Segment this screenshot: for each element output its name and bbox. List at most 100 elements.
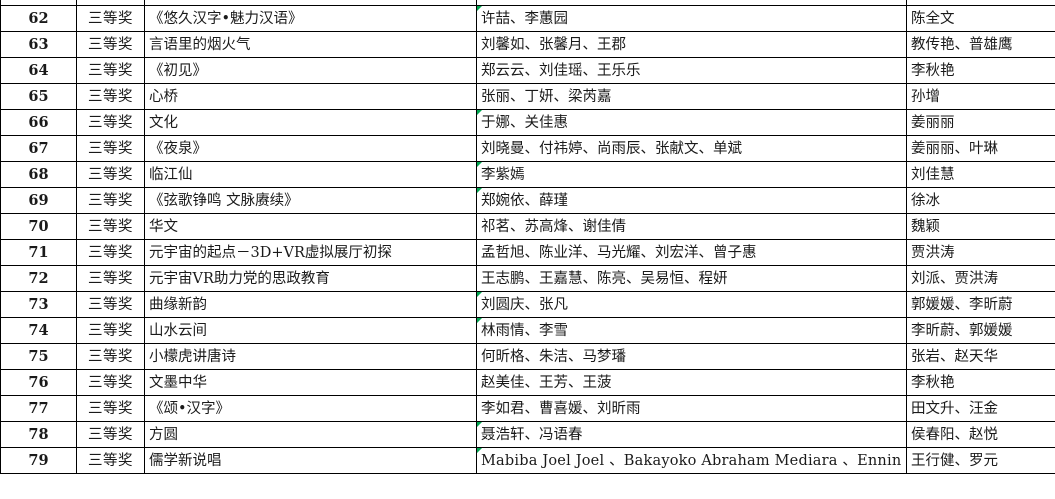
- cell-participants[interactable]: 郑云云、刘佳瑶、王乐乐: [476, 57, 907, 84]
- cell-advisors[interactable]: 姜丽丽: [906, 109, 1055, 136]
- cell-participants[interactable]: 赵美佳、王芳、王菠: [476, 369, 907, 396]
- cell-advisors[interactable]: 贾洪涛: [906, 239, 1055, 266]
- cell-participants[interactable]: 刘圆庆、张凡: [476, 291, 907, 318]
- cell-advisors[interactable]: 张岩、赵天华: [906, 343, 1055, 370]
- cell-serial-number[interactable]: 79: [0, 447, 77, 474]
- cell-serial-number[interactable]: 71: [0, 239, 77, 266]
- table-row[interactable]: 77 三等奖 《颂•汉字》 李如君、曹喜媛、刘昕雨 田文升、汪金: [0, 395, 1055, 422]
- cell-advisors[interactable]: 侯春阳、赵悦: [906, 421, 1055, 448]
- cell-award-level[interactable]: 三等奖: [76, 291, 145, 318]
- cell-work-title[interactable]: 华文: [144, 213, 477, 240]
- cell-advisors[interactable]: 陈全文: [906, 5, 1055, 32]
- cell-work-title[interactable]: 方圆: [144, 421, 477, 448]
- cell-serial-number[interactable]: 67: [0, 135, 77, 162]
- table-row[interactable]: 72 三等奖 元宇宙VR助力党的思政教育 王志鹏、王嘉慧、陈亮、吴易恒、程妍 刘派、贾洪…: [0, 265, 1055, 292]
- cell-work-title[interactable]: 《夜泉》: [144, 135, 477, 162]
- cell-award-level[interactable]: 三等奖: [76, 421, 145, 448]
- cell-serial-number[interactable]: 64: [0, 57, 77, 84]
- cell-work-title[interactable]: 心桥: [144, 83, 477, 110]
- table-row[interactable]: 76 三等奖 文墨中华 赵美佳、王芳、王菠 李秋艳: [0, 369, 1055, 396]
- cell-participants[interactable]: 王志鹏、王嘉慧、陈亮、吴易恒、程妍: [476, 265, 907, 292]
- cell-serial-number[interactable]: 76: [0, 369, 77, 396]
- table-row[interactable]: 69 三等奖 《弦歌铮鸣 文脉赓续》 郑婉依、薛瑾 徐冰: [0, 187, 1055, 214]
- cell-serial-number[interactable]: 63: [0, 31, 77, 58]
- cell-work-title[interactable]: 《颂•汉字》: [144, 395, 477, 422]
- cell-participants[interactable]: 聂浩轩、冯语春: [476, 421, 907, 448]
- cell-award-level[interactable]: 三等奖: [76, 31, 145, 58]
- cell-advisors[interactable]: 李秋艳: [906, 57, 1055, 84]
- table-row[interactable]: 74 三等奖 山水云间 林雨情、李雪 李昕蔚、郭媛媛: [0, 317, 1055, 344]
- cell-serial-number[interactable]: 68: [0, 161, 77, 188]
- cell-participants[interactable]: 于娜、关佳惠: [476, 109, 907, 136]
- cell-work-title[interactable]: 小檬虎讲唐诗: [144, 343, 477, 370]
- cell-advisors[interactable]: 王行健、罗元: [906, 447, 1055, 474]
- cell-work-title[interactable]: 文墨中华: [144, 369, 477, 396]
- cell-advisors[interactable]: 徐冰: [906, 187, 1055, 214]
- cell-work-title[interactable]: 言语里的烟火气: [144, 31, 477, 58]
- cell-work-title[interactable]: 曲缘新韵: [144, 291, 477, 318]
- cell-advisors[interactable]: 刘派、贾洪涛: [906, 265, 1055, 292]
- cell-serial-number[interactable]: 65: [0, 83, 77, 110]
- cell-work-title[interactable]: 《悠久汉字•魅力汉语》: [144, 5, 477, 32]
- cell-participants[interactable]: 何昕格、朱洁、马梦璠: [476, 343, 907, 370]
- cell-award-level[interactable]: 三等奖: [76, 109, 145, 136]
- cell-award-level[interactable]: 三等奖: [76, 161, 145, 188]
- cell-award-level[interactable]: 三等奖: [76, 83, 145, 110]
- table-row[interactable]: 65 三等奖 心桥 张丽、丁妍、梁芮嘉 孙增: [0, 83, 1055, 110]
- cell-advisors[interactable]: 李昕蔚、郭媛媛: [906, 317, 1055, 344]
- cell-award-level[interactable]: 三等奖: [76, 395, 145, 422]
- cell-serial-number[interactable]: 77: [0, 395, 77, 422]
- table-row[interactable]: 62 三等奖 《悠久汉字•魅力汉语》 许喆、李蕙园 陈全文: [0, 5, 1055, 32]
- cell-serial-number[interactable]: 78: [0, 421, 77, 448]
- cell-participants[interactable]: 孟哲旭、陈业洋、马光耀、刘宏洋、曾子惠: [476, 239, 907, 266]
- cell-serial-number[interactable]: 70: [0, 213, 77, 240]
- cell-work-title[interactable]: 元宇宙的起点－3D+VR虚拟展厅初探: [144, 239, 477, 266]
- cell-advisors[interactable]: 田文升、汪金: [906, 395, 1055, 422]
- cell-serial-number[interactable]: 73: [0, 291, 77, 318]
- cell-award-level[interactable]: 三等奖: [76, 317, 145, 344]
- cell-award-level[interactable]: 三等奖: [76, 369, 145, 396]
- cell-advisors[interactable]: 李秋艳: [906, 369, 1055, 396]
- cell-participants[interactable]: 林雨情、李雪: [476, 317, 907, 344]
- table-row[interactable]: 64 三等奖 《初见》 郑云云、刘佳瑶、王乐乐 李秋艳: [0, 57, 1055, 84]
- cell-participants[interactable]: 祁茗、苏高烽、谢佳倩: [476, 213, 907, 240]
- cell-participants[interactable]: Mabiba Joel Joel 、Bakayoko Abraham Media…: [476, 447, 907, 474]
- cell-advisors[interactable]: 郭媛媛、李昕蔚: [906, 291, 1055, 318]
- cell-work-title[interactable]: 《初见》: [144, 57, 477, 84]
- cell-serial-number[interactable]: 66: [0, 109, 77, 136]
- cell-award-level[interactable]: 三等奖: [76, 213, 145, 240]
- cell-participants[interactable]: 刘晓曼、付祎婷、尚雨辰、张献文、单斌: [476, 135, 907, 162]
- cell-serial-number[interactable]: 62: [0, 5, 77, 32]
- table-row[interactable]: 78 三等奖 方圆 聂浩轩、冯语春 侯春阳、赵悦: [0, 421, 1055, 448]
- cell-award-level[interactable]: 三等奖: [76, 5, 145, 32]
- cell-advisors[interactable]: 魏颖: [906, 213, 1055, 240]
- cell-work-title[interactable]: 儒学新说唱: [144, 447, 477, 474]
- cell-participants[interactable]: 许喆、李蕙园: [476, 5, 907, 32]
- cell-participants[interactable]: 郑婉依、薛瑾: [476, 187, 907, 214]
- cell-award-level[interactable]: 三等奖: [76, 265, 145, 292]
- cell-award-level[interactable]: 三等奖: [76, 343, 145, 370]
- cell-work-title[interactable]: 临江仙: [144, 161, 477, 188]
- cell-work-title[interactable]: 山水云间: [144, 317, 477, 344]
- table-row[interactable]: 71 三等奖 元宇宙的起点－3D+VR虚拟展厅初探 孟哲旭、陈业洋、马光耀、刘宏洋、曾…: [0, 239, 1055, 266]
- cell-work-title[interactable]: 文化: [144, 109, 477, 136]
- cell-award-level[interactable]: 三等奖: [76, 135, 145, 162]
- cell-advisors[interactable]: 教传艳、普雄鹰: [906, 31, 1055, 58]
- cell-participants[interactable]: 张丽、丁妍、梁芮嘉: [476, 83, 907, 110]
- cell-serial-number[interactable]: 74: [0, 317, 77, 344]
- table-row[interactable]: 75 三等奖 小檬虎讲唐诗 何昕格、朱洁、马梦璠 张岩、赵天华: [0, 343, 1055, 370]
- cell-award-level[interactable]: 三等奖: [76, 57, 145, 84]
- cell-serial-number[interactable]: 72: [0, 265, 77, 292]
- cell-award-level[interactable]: 三等奖: [76, 239, 145, 266]
- table-row[interactable]: 66 三等奖 文化 于娜、关佳惠 姜丽丽: [0, 109, 1055, 136]
- cell-participants[interactable]: 李如君、曹喜媛、刘昕雨: [476, 395, 907, 422]
- table-row[interactable]: 70 三等奖 华文 祁茗、苏高烽、谢佳倩 魏颖: [0, 213, 1055, 240]
- table-row[interactable]: 79 三等奖 儒学新说唱 Mabiba Joel Joel 、Bakayoko Abr…: [0, 447, 1055, 474]
- table-row[interactable]: 67 三等奖 《夜泉》 刘晓曼、付祎婷、尚雨辰、张献文、单斌 姜丽丽、叶琳: [0, 135, 1055, 162]
- cell-participants[interactable]: 刘馨如、张馨月、王郡: [476, 31, 907, 58]
- table-row[interactable]: 63 三等奖 言语里的烟火气 刘馨如、张馨月、王郡 教传艳、普雄鹰: [0, 31, 1055, 58]
- table-row[interactable]: 68 三等奖 临江仙 李紫嫣 刘佳慧: [0, 161, 1055, 188]
- cell-participants[interactable]: 李紫嫣: [476, 161, 907, 188]
- cell-work-title[interactable]: 元宇宙VR助力党的思政教育: [144, 265, 477, 292]
- cell-award-level[interactable]: 三等奖: [76, 447, 145, 474]
